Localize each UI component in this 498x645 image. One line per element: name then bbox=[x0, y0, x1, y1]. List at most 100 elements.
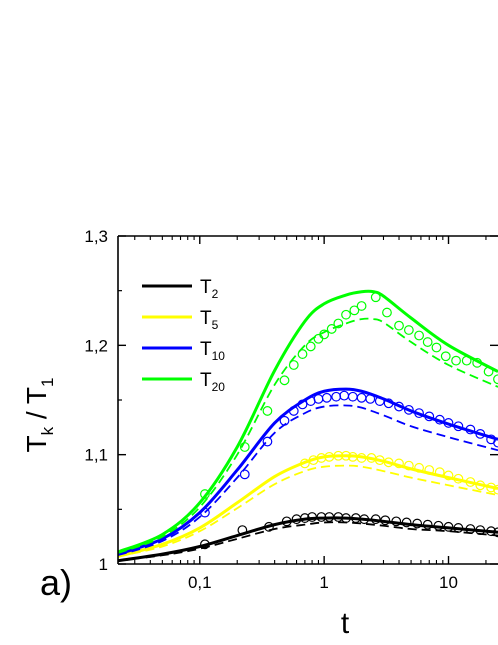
data-point bbox=[279, 415, 290, 426]
data-point bbox=[453, 421, 464, 432]
data-point bbox=[239, 442, 250, 452]
data-point bbox=[465, 424, 476, 435]
data-point bbox=[493, 437, 498, 448]
dashed-line-T20 bbox=[118, 317, 498, 554]
data-point bbox=[356, 392, 367, 403]
data-point bbox=[394, 320, 404, 331]
data-point bbox=[374, 396, 385, 406]
data-point bbox=[453, 523, 464, 533]
data-point bbox=[313, 394, 324, 404]
data-point bbox=[394, 458, 404, 469]
data-point bbox=[374, 455, 385, 466]
data-point bbox=[486, 482, 497, 493]
data-point bbox=[465, 524, 476, 534]
data-point bbox=[475, 480, 486, 491]
data-point bbox=[403, 404, 414, 415]
data-point bbox=[262, 406, 273, 416]
data-point bbox=[297, 349, 308, 359]
data-point bbox=[319, 329, 330, 340]
data-point bbox=[493, 527, 498, 538]
series-T20 bbox=[118, 289, 498, 554]
data-point bbox=[297, 399, 308, 410]
data-point bbox=[493, 484, 498, 495]
x-tick-label: 10 bbox=[439, 573, 458, 592]
data-point bbox=[321, 392, 332, 403]
data-point bbox=[401, 517, 412, 528]
data-point bbox=[434, 414, 445, 425]
data-point bbox=[313, 333, 324, 344]
data-point bbox=[370, 292, 381, 303]
data-point bbox=[440, 351, 451, 362]
x-tick-label: 0,1 bbox=[188, 573, 212, 592]
x-tick-label: 1 bbox=[319, 573, 328, 592]
data-point bbox=[414, 462, 424, 473]
data-point bbox=[239, 469, 250, 480]
data-point bbox=[299, 513, 310, 523]
data-point bbox=[443, 418, 454, 428]
dashed-line-T5 bbox=[118, 464, 498, 558]
data-point bbox=[333, 450, 344, 461]
data-point bbox=[382, 307, 392, 318]
data-point bbox=[453, 473, 464, 484]
legend-label: T20 bbox=[200, 370, 225, 394]
data-point bbox=[307, 512, 317, 522]
data-point bbox=[483, 366, 494, 377]
legend-label: T5 bbox=[200, 308, 219, 332]
data-point bbox=[331, 391, 342, 402]
data-point bbox=[422, 337, 433, 347]
data-point bbox=[341, 450, 351, 461]
data-point bbox=[316, 512, 327, 522]
data-point bbox=[264, 521, 274, 532]
data-point bbox=[370, 514, 381, 525]
data-point bbox=[424, 465, 435, 475]
data-point bbox=[349, 305, 360, 316]
data-point bbox=[403, 325, 414, 335]
data-point bbox=[237, 525, 248, 536]
data-point bbox=[281, 516, 292, 527]
data-point bbox=[472, 357, 483, 368]
data-point bbox=[333, 318, 344, 329]
legend-label: T10 bbox=[200, 339, 225, 363]
data-point bbox=[424, 411, 435, 422]
data-point bbox=[461, 355, 472, 366]
data-point bbox=[414, 330, 424, 341]
data-point bbox=[347, 391, 358, 402]
data-point bbox=[433, 520, 444, 531]
series-T2 bbox=[118, 512, 498, 563]
data-point bbox=[443, 470, 454, 481]
data-point bbox=[333, 512, 344, 522]
data-point bbox=[356, 301, 367, 311]
data-point bbox=[299, 458, 310, 469]
data-point bbox=[359, 514, 370, 525]
series-T5 bbox=[118, 450, 498, 558]
data-point bbox=[200, 489, 210, 499]
solid-line-T2 bbox=[118, 516, 498, 563]
dashed-line-T10 bbox=[118, 404, 498, 557]
data-point bbox=[391, 516, 402, 527]
data-point bbox=[486, 526, 497, 537]
solid-line-T20 bbox=[118, 289, 498, 554]
data-point bbox=[443, 521, 454, 532]
y-tick-label: 1,3 bbox=[84, 227, 108, 246]
data-point bbox=[414, 408, 424, 419]
x-axis-title: t bbox=[341, 607, 350, 640]
panel-label: a) bbox=[40, 562, 72, 603]
data-point bbox=[356, 453, 367, 463]
data-point bbox=[475, 428, 486, 439]
y-tick-label: 1 bbox=[99, 555, 108, 574]
solid-line-T10 bbox=[118, 387, 498, 556]
data-point bbox=[383, 398, 394, 409]
data-point bbox=[465, 477, 476, 487]
y-tick-label: 1,1 bbox=[84, 446, 108, 465]
y-tick-label: 1,2 bbox=[84, 336, 108, 355]
dashed-line-T2 bbox=[118, 521, 498, 562]
data-point bbox=[434, 467, 445, 478]
data-point bbox=[200, 539, 210, 550]
legend-label: T2 bbox=[200, 277, 219, 301]
data-point bbox=[288, 360, 299, 370]
data-point bbox=[380, 515, 391, 526]
data-point bbox=[341, 309, 351, 320]
data-point bbox=[339, 390, 350, 401]
y-axis-title: Tk / T1 bbox=[21, 377, 57, 452]
